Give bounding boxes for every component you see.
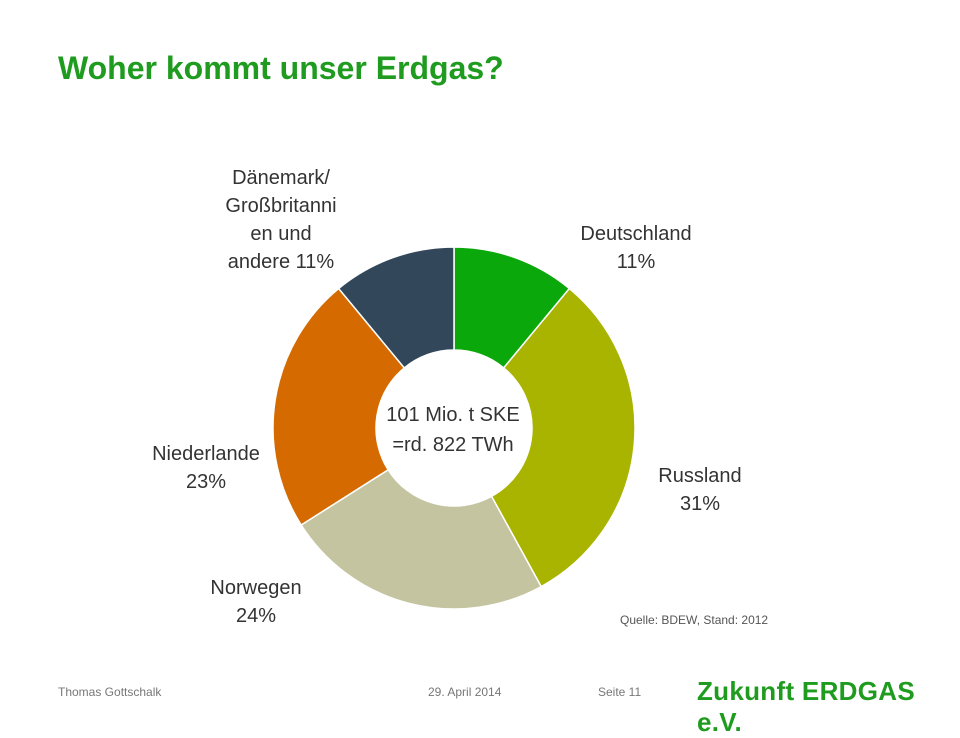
slice-label-norwegen-name: Norwegen (210, 577, 302, 599)
donut-chart (272, 246, 636, 610)
donut-slice-daenemark (337, 246, 455, 369)
center-label-mass: 101 Mio. t SKE (386, 404, 520, 426)
center-label-energy: =rd. 822 TWh (392, 434, 514, 456)
donut-center-label: 101 Mio. t SKE =rd. 822 TWh (360, 400, 546, 460)
slice-label-daenemark-line-3: en und (250, 223, 312, 245)
donut-slice-norwegen (300, 468, 543, 610)
slice-label-niederlande: Niederlande 23% (136, 440, 276, 496)
logo-zukunft-erdgas: Zukunft ERDGAS e.V. (697, 676, 915, 737)
slice-label-deutschland-value: 11% (616, 251, 656, 273)
footer-page: Seite 11 (598, 685, 642, 699)
slice-label-niederlande-name: Niederlande (152, 443, 260, 465)
slice-label-russland-name: Russland (658, 465, 742, 487)
footer-author: Thomas Gottschalk (58, 685, 162, 699)
slice-label-norwegen: Norwegen 24% (186, 574, 326, 630)
slice-label-niederlande-value: 23% (185, 471, 227, 493)
slice-label-russland: Russland 31% (630, 462, 770, 518)
page-title: Woher kommt unser Erdgas? (58, 50, 504, 86)
slice-label-deutschland: Deutschland 11% (566, 220, 706, 276)
slice-label-daenemark-line-2: Großbritanni (225, 195, 337, 217)
slice-label-daenemark: Dänemark/ Großbritanni en und andere 11% (206, 164, 356, 276)
slice-label-russland-value: 31% (679, 493, 721, 515)
donut-slice-niederlande (272, 287, 406, 527)
footer-date: 29. April 2014 (428, 685, 502, 699)
slice-label-daenemark-line-4: andere 11% (227, 251, 335, 273)
donut-slice-russland (490, 287, 636, 588)
source-note: Quelle: BDEW, Stand: 2012 (620, 613, 769, 627)
slice-label-daenemark-line-1: Dänemark/ (232, 167, 330, 189)
slice-label-deutschland-name: Deutschland (580, 223, 692, 245)
slice-label-norwegen-value: 24% (235, 605, 277, 627)
